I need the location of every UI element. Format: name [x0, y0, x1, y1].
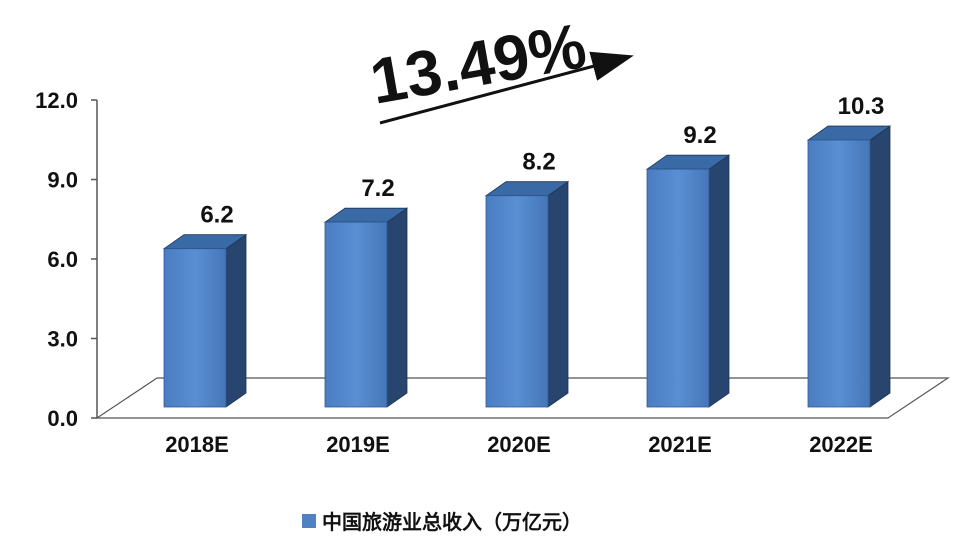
legend-label: 中国旅游业总收入（万亿元）: [322, 510, 582, 534]
growth-arrow: [379, 51, 634, 125]
y-tick-label: 12.0: [35, 88, 78, 113]
x-axis-labels: 2018E 2019E 2020E 2021E 2022E: [165, 432, 873, 457]
legend: 中国旅游业总收入（万亿元）: [302, 510, 582, 534]
bar-side: [386, 207, 408, 408]
y-axis-ticks: 0.0 3.0 6.0 9.0 12.0: [35, 88, 97, 431]
bar-side: [547, 180, 569, 408]
bar: [807, 139, 871, 408]
data-label: 8.2: [522, 149, 555, 176]
bars-group: [162, 125, 892, 408]
bar: [485, 195, 549, 408]
y-tick-label: 9.0: [47, 168, 78, 193]
data-label: 9.2: [683, 122, 716, 149]
data-label: 6.2: [200, 202, 233, 229]
data-label: 7.2: [361, 175, 394, 202]
x-tick-label: 2022E: [809, 432, 873, 457]
x-tick-label: 2021E: [648, 432, 712, 457]
bar: [646, 168, 710, 408]
y-tick-label: 0.0: [47, 406, 78, 431]
legend-swatch: [302, 514, 316, 528]
growth-annotation: 13.49%: [365, 9, 591, 118]
bar: [163, 248, 227, 408]
x-tick-label: 2020E: [487, 432, 551, 457]
bar-side: [869, 125, 891, 408]
x-tick-label: 2018E: [165, 432, 229, 457]
bar-side: [708, 154, 730, 408]
y-tick-label: 3.0: [47, 327, 78, 352]
bar: [324, 221, 388, 408]
x-tick-label: 2019E: [326, 432, 390, 457]
data-labels-group: 6.2 7.2 8.2 9.2 10.3: [200, 93, 884, 229]
data-label: 10.3: [838, 93, 885, 120]
bar-side: [225, 233, 247, 408]
y-tick-label: 6.0: [47, 247, 78, 272]
